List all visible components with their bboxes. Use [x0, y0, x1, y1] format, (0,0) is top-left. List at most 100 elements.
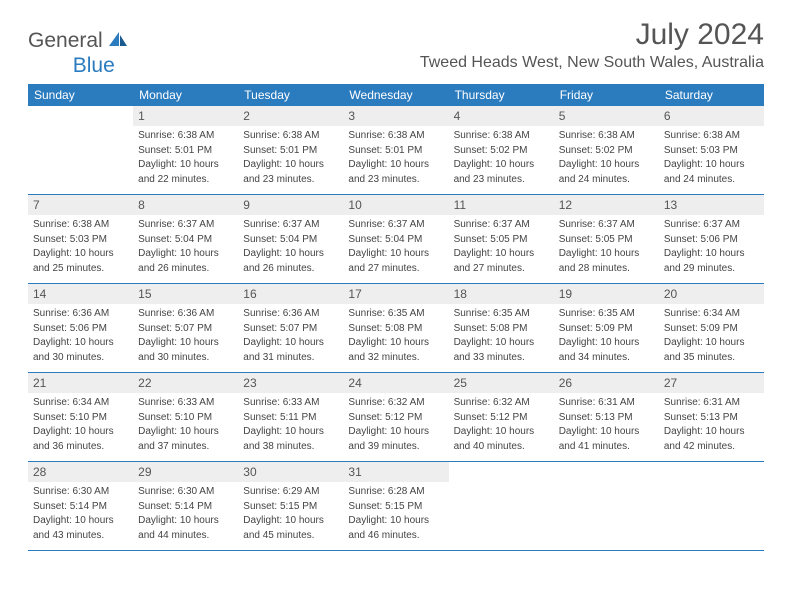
day-number: 8 [133, 195, 238, 215]
info-line: Daylight: 10 hours [138, 425, 233, 439]
day-number: 29 [133, 462, 238, 482]
dayname-thu: Thursday [449, 84, 554, 106]
info-line: Sunrise: 6:34 AM [33, 396, 128, 410]
info-line: Daylight: 10 hours [243, 425, 338, 439]
day-info: Sunrise: 6:35 AMSunset: 5:08 PMDaylight:… [451, 307, 552, 364]
day-cell: 6Sunrise: 6:38 AMSunset: 5:03 PMDaylight… [659, 106, 764, 194]
info-line: and 30 minutes. [33, 351, 128, 365]
info-line: and 32 minutes. [348, 351, 443, 365]
info-line: Sunrise: 6:38 AM [664, 129, 759, 143]
info-line: Sunset: 5:12 PM [454, 411, 549, 425]
info-line: Sunset: 5:05 PM [559, 233, 654, 247]
day-cell: 18 Sunrise: 6:35 AMSunset: 5:08 PMDayligh… [449, 284, 554, 372]
info-line: Sunset: 5:12 PM [348, 411, 443, 425]
day-number: 10 [343, 195, 448, 215]
day-cell [554, 462, 659, 550]
info-line: Sunset: 5:08 PM [454, 322, 549, 336]
day-cell: 17Sunrise: 6:35 AMSunset: 5:08 PMDayligh… [343, 284, 448, 372]
day-cell: 15Sunrise: 6:36 AMSunset: 5:07 PMDayligh… [133, 284, 238, 372]
location-label: Tweed Heads West, New South Wales, Austr… [420, 54, 764, 72]
logo: General Blue [28, 18, 115, 64]
title-block: July 2024 Tweed Heads West, New South Wa… [420, 18, 764, 72]
info-line: Sunrise: 6:37 AM [454, 218, 549, 232]
info-line: and 25 minutes. [33, 262, 128, 276]
day-info: Sunrise: 6:32 AMSunset: 5:12 PMDaylight:… [345, 396, 446, 453]
info-line: Sunset: 5:15 PM [243, 500, 338, 514]
info-line: Daylight: 10 hours [33, 425, 128, 439]
day-number: 17 [343, 284, 448, 304]
info-line: Sunrise: 6:29 AM [243, 485, 338, 499]
day-info: Sunrise: 6:36 AMSunset: 5:06 PMDaylight:… [30, 307, 131, 364]
day-number: 30 [238, 462, 343, 482]
day-info: Sunrise: 6:38 AMSunset: 5:02 PMDaylight:… [451, 129, 552, 186]
info-line: Daylight: 10 hours [348, 425, 443, 439]
info-line: Sunset: 5:09 PM [559, 322, 654, 336]
day-number: 26 [554, 373, 659, 393]
dayname-fri: Friday [554, 84, 659, 106]
info-line: Daylight: 10 hours [348, 158, 443, 172]
day-cell: 13Sunrise: 6:37 AMSunset: 5:06 PMDayligh… [659, 195, 764, 283]
info-line: Sunset: 5:14 PM [33, 500, 128, 514]
day-number: 14 [28, 284, 133, 304]
info-line: Daylight: 10 hours [243, 158, 338, 172]
week-row: 14Sunrise: 6:36 AMSunset: 5:06 PMDayligh… [28, 284, 764, 373]
day-info: Sunrise: 6:38 AMSunset: 5:01 PMDaylight:… [240, 129, 341, 186]
info-line: and 43 minutes. [33, 529, 128, 543]
day-info: Sunrise: 6:36 AMSunset: 5:07 PMDaylight:… [135, 307, 236, 364]
day-info: Sunrise: 6:38 AMSunset: 5:01 PMDaylight:… [135, 129, 236, 186]
day-number: 18 [449, 284, 554, 304]
day-cell [449, 462, 554, 550]
info-line: and 45 minutes. [243, 529, 338, 543]
day-cell: 3 Sunrise: 6:38 AMSunset: 5:01 PMDaylight… [343, 106, 448, 194]
dayname-tue: Tuesday [238, 84, 343, 106]
info-line: and 46 minutes. [348, 529, 443, 543]
info-line: Sunrise: 6:30 AM [33, 485, 128, 499]
day-number: 28 [28, 462, 133, 482]
day-number: 1 [133, 106, 238, 126]
info-line: Daylight: 10 hours [454, 247, 549, 261]
info-line: Sunset: 5:02 PM [559, 144, 654, 158]
day-number: 7 [28, 195, 133, 215]
info-line: Daylight: 10 hours [33, 514, 128, 528]
day-info: Sunrise: 6:38 AMSunset: 5:01 PMDaylight:… [345, 129, 446, 186]
day-info: Sunrise: 6:38 AMSunset: 5:03 PMDaylight:… [30, 218, 131, 275]
info-line: Sunset: 5:13 PM [664, 411, 759, 425]
info-line: Sunset: 5:03 PM [664, 144, 759, 158]
day-info: Sunrise: 6:38 AMSunset: 5:03 PMDaylight:… [661, 129, 762, 186]
day-cell [659, 462, 764, 550]
day-number: 13 [659, 195, 764, 215]
info-line: Sunrise: 6:32 AM [454, 396, 549, 410]
day-info: Sunrise: 6:37 AMSunset: 5:05 PMDaylight:… [556, 218, 657, 275]
day-cell: 25Sunrise: 6:32 AMSunset: 5:12 PMDayligh… [449, 373, 554, 461]
info-line: and 23 minutes. [243, 173, 338, 187]
day-cell: 30Sunrise: 6:29 AMSunset: 5:15 PMDayligh… [238, 462, 343, 550]
info-line: Daylight: 10 hours [664, 425, 759, 439]
day-cell: 29Sunrise: 6:30 AMSunset: 5:14 PMDayligh… [133, 462, 238, 550]
info-line: Sunrise: 6:38 AM [348, 129, 443, 143]
info-line: Sunset: 5:04 PM [138, 233, 233, 247]
info-line: Daylight: 10 hours [348, 247, 443, 261]
logo-text-general: General [28, 29, 103, 53]
day-info: Sunrise: 6:37 AMSunset: 5:05 PMDaylight:… [451, 218, 552, 275]
day-number: 31 [343, 462, 448, 482]
info-line: and 38 minutes. [243, 440, 338, 454]
day-number: 3 [343, 106, 448, 126]
info-line: Daylight: 10 hours [559, 336, 654, 350]
info-line: Daylight: 10 hours [664, 158, 759, 172]
info-line: and 33 minutes. [454, 351, 549, 365]
day-info: Sunrise: 6:30 AMSunset: 5:14 PMDaylight:… [30, 485, 131, 542]
info-line: Sunrise: 6:36 AM [243, 307, 338, 321]
day-info: Sunrise: 6:33 AMSunset: 5:11 PMDaylight:… [240, 396, 341, 453]
info-line: Sunset: 5:06 PM [664, 233, 759, 247]
info-line: and 36 minutes. [33, 440, 128, 454]
info-line: and 24 minutes. [664, 173, 759, 187]
day-cell: 11Sunrise: 6:37 AMSunset: 5:05 PMDayligh… [449, 195, 554, 283]
day-cell: 8Sunrise: 6:37 AMSunset: 5:04 PMDaylight… [133, 195, 238, 283]
dayname-mon: Monday [133, 84, 238, 106]
info-line: Sunset: 5:06 PM [33, 322, 128, 336]
day-cell: 5Sunrise: 6:38 AMSunset: 5:02 PMDaylight… [554, 106, 659, 194]
info-line: Daylight: 10 hours [559, 247, 654, 261]
info-line: Sunset: 5:10 PM [33, 411, 128, 425]
info-line: Sunrise: 6:38 AM [243, 129, 338, 143]
day-cell: 12Sunrise: 6:37 AMSunset: 5:05 PMDayligh… [554, 195, 659, 283]
